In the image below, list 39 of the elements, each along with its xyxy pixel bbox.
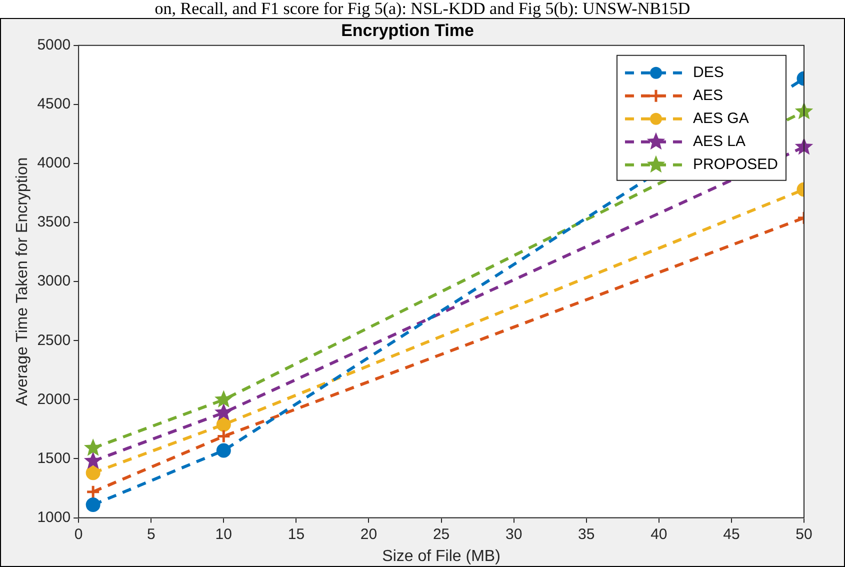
y-tick-label: 2000 xyxy=(37,390,71,408)
point xyxy=(216,429,231,444)
legend-label: DES xyxy=(692,64,724,82)
x-tick-label: 30 xyxy=(505,526,522,543)
x-tick-label: 45 xyxy=(723,526,740,543)
x-tick-label: 35 xyxy=(578,526,595,543)
point xyxy=(214,403,233,420)
x-tick-label: 15 xyxy=(288,526,305,543)
x-tick-label: 10 xyxy=(215,526,232,543)
legend-label: AES LA xyxy=(692,133,746,150)
y-tick-label: 4000 xyxy=(37,154,71,172)
y-tick-label: 1000 xyxy=(37,508,71,526)
legend-label: AES GA xyxy=(692,110,749,128)
legend-label: AES xyxy=(692,87,723,104)
point xyxy=(84,452,102,469)
point xyxy=(84,438,102,456)
y-tick-label: 1500 xyxy=(37,450,71,467)
point xyxy=(86,498,100,512)
chart-title: Encryption Time xyxy=(341,20,474,40)
x-tick-label: 5 xyxy=(146,526,156,543)
y-tick-label: 3500 xyxy=(37,214,71,231)
x-tick-label: 20 xyxy=(360,526,378,543)
x-tick-label: 0 xyxy=(74,526,83,543)
point xyxy=(214,390,233,408)
text: on, Recall, and F1 score for Fig 5(a): NSL-KDD and Fig 5(b): UNSW-NB15D xyxy=(154,0,692,18)
y-tick-label: 5000 xyxy=(37,36,71,54)
y-tick-label: 4500 xyxy=(37,96,71,113)
point xyxy=(86,484,100,500)
point xyxy=(86,466,100,480)
y-tick-label: 3000 xyxy=(37,272,71,290)
x-tick-label: 40 xyxy=(650,526,668,543)
point xyxy=(216,417,231,432)
x-tick-label: 25 xyxy=(432,526,450,543)
y-axis-title: Average Time Taken for Encryption xyxy=(14,157,32,406)
x-axis-title: Size of File (MB) xyxy=(382,548,500,565)
y-tick-label: 2500 xyxy=(37,332,71,349)
x-tick-label: 50 xyxy=(796,526,812,543)
point xyxy=(216,443,231,458)
legend-label: PROPOSED xyxy=(692,156,778,174)
